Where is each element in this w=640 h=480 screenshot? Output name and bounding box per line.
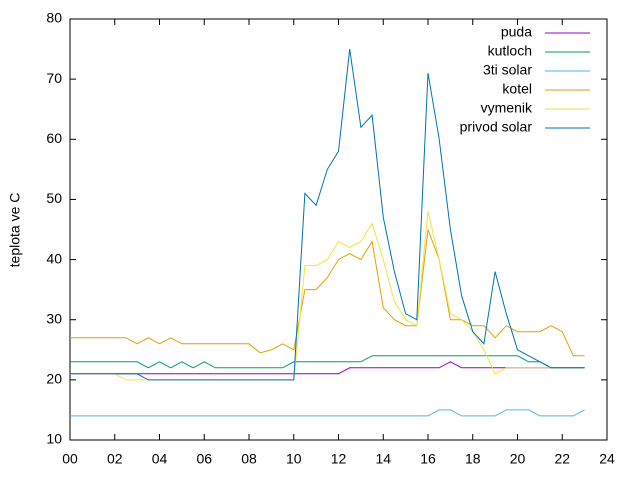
series-line <box>70 229 585 357</box>
series-line <box>70 409 585 417</box>
legend-label: vymenik <box>481 100 533 116</box>
legend-label: 3ti solar <box>483 62 532 78</box>
x-tick-label: 12 <box>331 451 347 467</box>
y-tick-label: 30 <box>46 310 62 326</box>
y-tick-label: 40 <box>46 250 62 266</box>
y-tick-label: 50 <box>46 190 62 206</box>
x-tick-label: 20 <box>510 451 526 467</box>
y-tick-label: 20 <box>46 371 62 387</box>
x-tick-label: 24 <box>599 451 615 467</box>
x-tick-label: 16 <box>420 451 436 467</box>
y-tick-label: 70 <box>46 70 62 86</box>
series-line <box>70 49 585 381</box>
y-tick-label: 60 <box>46 130 62 146</box>
y-tick-label: 10 <box>46 431 62 447</box>
x-tick-label: 04 <box>152 451 168 467</box>
x-tick-label: 22 <box>554 451 570 467</box>
x-tick-label: 06 <box>196 451 212 467</box>
legend-label: kotel <box>502 81 532 97</box>
y-axis-label: teplota ve C <box>7 193 23 268</box>
x-tick-label: 02 <box>107 451 123 467</box>
legend-label: puda <box>501 24 532 40</box>
legend-label: privod solar <box>460 119 533 135</box>
series-line <box>70 211 585 381</box>
x-tick-label: 08 <box>241 451 257 467</box>
legend-label: kutloch <box>488 43 532 59</box>
x-tick-label: 18 <box>465 451 481 467</box>
x-tick-label: 00 <box>62 451 78 467</box>
x-tick-label: 10 <box>286 451 302 467</box>
x-tick-label: 14 <box>375 451 391 467</box>
series-line <box>70 355 585 369</box>
series-line <box>70 361 585 375</box>
y-tick-label: 80 <box>46 10 62 26</box>
